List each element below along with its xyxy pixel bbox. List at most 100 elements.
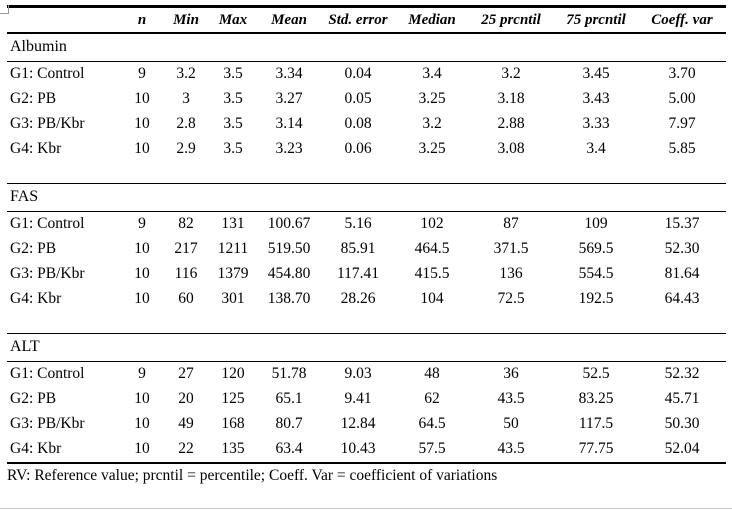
data-cell: 81.64 (664, 265, 700, 283)
data-cell: 131 (221, 215, 245, 233)
data-cell: 102 (420, 215, 444, 233)
data-cell: 28.26 (340, 290, 376, 308)
data-cell: 519.50 (267, 240, 311, 258)
data-cell: 125 (221, 390, 245, 408)
data-cell: 554.5 (578, 265, 614, 283)
data-cell: 217 (174, 240, 198, 258)
data-cell: 3.2 (176, 65, 196, 83)
data-cell: 52.5 (582, 365, 610, 383)
data-cell: 371.5 (493, 240, 529, 258)
data-cell: 9 (138, 65, 146, 83)
data-cell: 10 (134, 90, 150, 108)
data-cell: 3.34 (275, 65, 303, 83)
header-row: n Min Max Mean Std. error Median 25 prcntil 75 … (7, 7, 726, 33)
data-cell: 5.85 (668, 140, 696, 158)
data-cell: 50.30 (664, 415, 700, 433)
data-cell: 50 (503, 415, 519, 433)
data-cell: 15.37 (664, 215, 700, 233)
row-label: G1: Control (10, 365, 85, 383)
data-cell: 138.70 (267, 290, 311, 308)
bottom-hairline (0, 508, 732, 509)
data-cell: 52.30 (664, 240, 700, 258)
data-cell: 48 (424, 365, 440, 383)
row-label: G2: PB (10, 90, 57, 108)
data-cell: 43.5 (497, 390, 525, 408)
data-cell: 3.5 (223, 90, 243, 108)
table-row: G1: Control 9 82 131 100.67 5.16 102 87 109 15.37 (7, 211, 726, 237)
data-cell: 52.04 (664, 440, 700, 458)
data-cell: 43.5 (497, 440, 525, 458)
data-cell: 36 (503, 365, 519, 383)
data-cell: 9 (138, 215, 146, 233)
row-label: G4: Kbr (10, 290, 62, 308)
data-cell: 57.5 (418, 440, 446, 458)
data-cell: 3.5 (223, 65, 243, 83)
data-cell: 20 (178, 390, 194, 408)
section-header-row: Albumin (7, 32, 726, 62)
row-label: G2: PB (10, 240, 57, 258)
data-cell: 100.67 (267, 215, 311, 233)
data-cell: 51.78 (271, 365, 307, 383)
data-cell: 83.25 (578, 390, 614, 408)
data-cell: 12.84 (340, 415, 376, 433)
section-label: Albumin (10, 38, 67, 56)
data-cell: 3.33 (582, 115, 610, 133)
section-label: ALT (10, 338, 40, 356)
column-header: 75 prcntil (566, 12, 626, 28)
table-row: G1: Control 9 3.2 3.5 3.34 0.04 3.4 3.2 3.45 3.70 (7, 61, 726, 87)
data-cell: 10 (134, 265, 150, 283)
data-cell: 10 (134, 240, 150, 258)
data-cell: 3.43 (582, 90, 610, 108)
table-row: G3: PB/Kbr 10 2.8 3.5 3.14 0.08 3.2 2.88 3.33 7.9… (7, 112, 726, 137)
column-header: 25 prcntil (481, 12, 541, 28)
data-cell: 65.1 (275, 390, 303, 408)
column-header: Min (173, 12, 199, 28)
data-cell: 168 (221, 415, 245, 433)
section-label: FAS (10, 188, 39, 206)
data-cell: 72.5 (497, 290, 525, 308)
column-header: Std. error (328, 12, 388, 28)
data-cell: 192.5 (578, 290, 614, 308)
section-spacer (7, 312, 726, 334)
data-cell: 3.4 (586, 140, 606, 158)
data-cell: 0.04 (344, 65, 372, 83)
data-cell: 109 (584, 215, 608, 233)
data-cell: 7.97 (668, 115, 696, 133)
data-cell: 3.23 (275, 140, 303, 158)
column-header: n (137, 12, 147, 28)
section-header-row: ALT (7, 333, 726, 362)
table-row: G3: PB/Kbr 10 49 168 80.7 12.84 64.5 50 117.5 50.… (7, 412, 726, 437)
data-cell: 3.45 (582, 65, 610, 83)
data-cell: 464.5 (414, 240, 450, 258)
data-cell: 2.9 (176, 140, 196, 158)
column-header: Median (408, 12, 456, 28)
data-cell: 3.5 (223, 140, 243, 158)
data-cell: 49 (178, 415, 194, 433)
data-cell: 3.70 (668, 65, 696, 83)
data-cell: 9.41 (344, 390, 372, 408)
table-row: G2: PB 10 20 125 65.1 9.41 62 43.5 83.25 45.71 (7, 387, 726, 412)
row-label: G3: PB/Kbr (10, 265, 85, 283)
column-header: Coeff. var (651, 12, 713, 28)
data-cell: 104 (420, 290, 444, 308)
data-cell: 3.27 (275, 90, 303, 108)
data-cell: 5.00 (668, 90, 696, 108)
data-cell: 9 (138, 365, 146, 383)
data-cell: 2.88 (497, 115, 525, 133)
data-cell: 10 (134, 415, 150, 433)
table-row: G4: Kbr 10 22 135 63.4 10.43 57.5 43.5 77.75 52.0… (7, 437, 726, 463)
table-row: G4: Kbr 10 2.9 3.5 3.23 0.06 3.25 3.08 3.4 5.85 (7, 137, 726, 162)
data-cell: 0.05 (344, 90, 372, 108)
data-cell: 3.2 (501, 65, 521, 83)
table-row: G2: PB 10 3 3.5 3.27 0.05 3.25 3.18 3.43 5.00 (7, 87, 726, 112)
data-cell: 2.8 (176, 115, 196, 133)
row-label: G1: Control (10, 215, 85, 233)
data-cell: 87 (503, 215, 519, 233)
data-cell: 10 (134, 440, 150, 458)
data-cell: 3.25 (418, 140, 446, 158)
data-cell: 3.5 (223, 115, 243, 133)
data-cell: 9.03 (344, 365, 372, 383)
data-cell: 0.06 (344, 140, 372, 158)
row-label: G3: PB/Kbr (10, 415, 85, 433)
data-cell: 5.16 (344, 215, 372, 233)
